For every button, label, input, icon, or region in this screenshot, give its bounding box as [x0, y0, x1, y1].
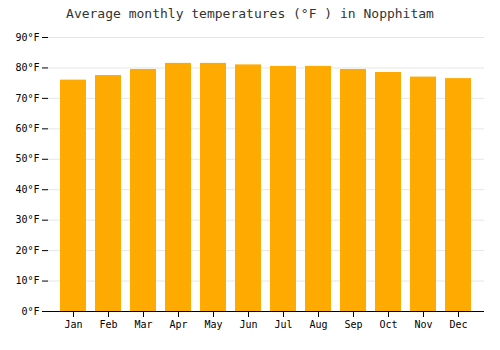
- svg-text:20°F: 20°F: [15, 245, 39, 256]
- svg-text:May: May: [204, 319, 222, 330]
- svg-text:70°F: 70°F: [15, 93, 39, 104]
- svg-text:60°F: 60°F: [15, 123, 39, 134]
- svg-text:80°F: 80°F: [15, 62, 39, 73]
- svg-text:30°F: 30°F: [15, 214, 39, 225]
- svg-text:Apr: Apr: [169, 319, 187, 330]
- svg-text:Feb: Feb: [99, 319, 117, 330]
- svg-text:Dec: Dec: [449, 319, 467, 330]
- svg-text:0°F: 0°F: [21, 306, 39, 317]
- svg-text:Mar: Mar: [134, 319, 152, 330]
- svg-text:90°F: 90°F: [15, 32, 39, 43]
- svg-text:10°F: 10°F: [15, 275, 39, 286]
- svg-text:Aug: Aug: [309, 319, 327, 330]
- svg-text:Nov: Nov: [414, 319, 432, 330]
- svg-text:Jun: Jun: [239, 319, 257, 330]
- svg-text:Jul: Jul: [274, 319, 292, 330]
- svg-text:50°F: 50°F: [15, 153, 39, 164]
- svg-text:Sep: Sep: [344, 319, 362, 330]
- html-text:Average monthly temperatures (: Average monthly temperatures (°F ) in No…: [66, 6, 434, 21]
- svg-text:Jan: Jan: [64, 319, 82, 330]
- svg-text:40°F: 40°F: [15, 184, 39, 195]
- svg-text:Oct: Oct: [379, 319, 397, 330]
